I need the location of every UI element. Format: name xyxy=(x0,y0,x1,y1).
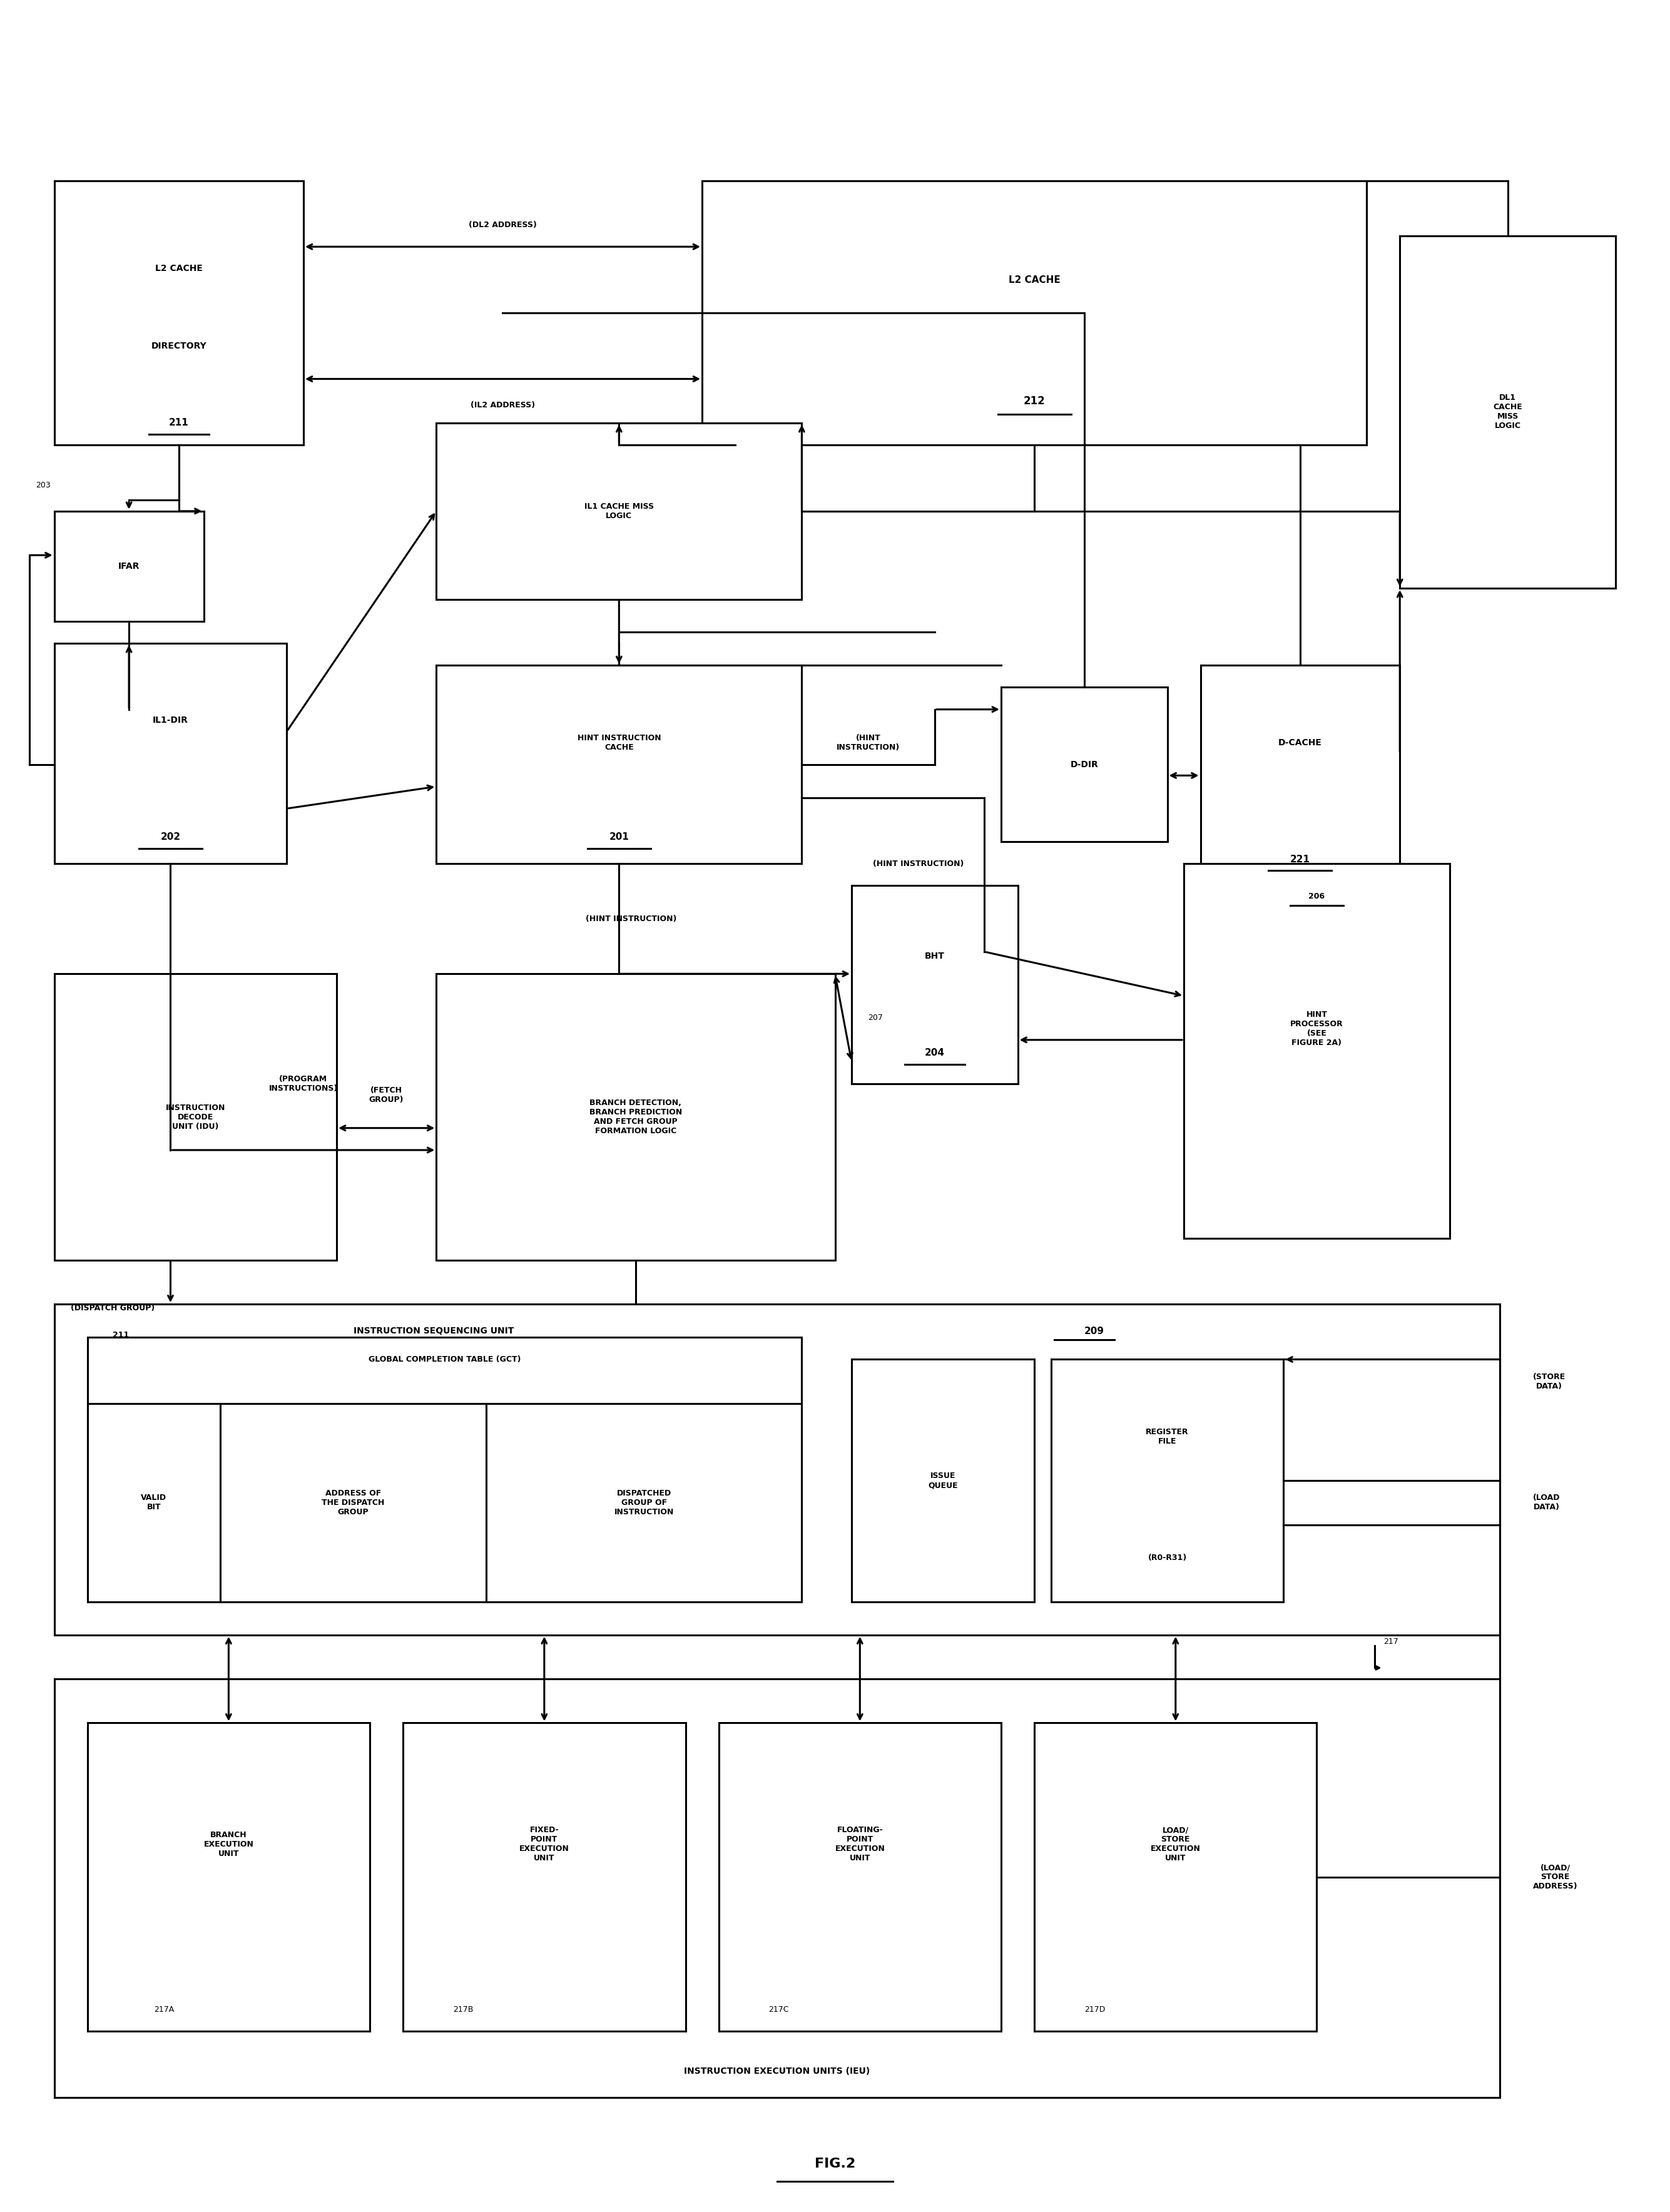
Bar xyxy=(53,973,337,1261)
Text: 203: 203 xyxy=(37,480,50,489)
Text: 207: 207 xyxy=(868,1013,883,1022)
Text: ADDRESS OF
THE DISPATCH
GROUP: ADDRESS OF THE DISPATCH GROUP xyxy=(322,1489,384,1515)
Text: L2 CACHE: L2 CACHE xyxy=(155,265,202,272)
Text: INSTRUCTION
DECODE
UNIT (IDU): INSTRUCTION DECODE UNIT (IDU) xyxy=(165,1104,225,1130)
Text: (R0-R31): (R0-R31) xyxy=(1147,1553,1187,1562)
Text: D-CACHE: D-CACHE xyxy=(1278,739,1323,748)
Text: (IL2 ADDRESS): (IL2 ADDRESS) xyxy=(471,400,534,409)
Bar xyxy=(1201,666,1399,885)
Text: (HINT INSTRUCTION): (HINT INSTRUCTION) xyxy=(586,914,676,922)
Text: DISPATCHED
GROUP OF
INSTRUCTION: DISPATCHED GROUP OF INSTRUCTION xyxy=(615,1489,673,1515)
Text: VALID
BIT: VALID BIT xyxy=(140,1493,167,1511)
Bar xyxy=(53,511,204,622)
Text: DIRECTORY: DIRECTORY xyxy=(150,341,207,349)
Text: (DL2 ADDRESS): (DL2 ADDRESS) xyxy=(469,221,536,228)
Bar xyxy=(220,1402,486,1601)
Text: 209: 209 xyxy=(1084,1327,1104,1336)
Text: 211: 211 xyxy=(169,418,189,427)
Text: LOAD/
STORE
EXECUTION
UNIT: LOAD/ STORE EXECUTION UNIT xyxy=(1151,1825,1201,1863)
Text: (HINT
INSTRUCTION): (HINT INSTRUCTION) xyxy=(837,734,900,752)
Bar xyxy=(1034,1723,1316,2031)
Text: INSTRUCTION SEQUENCING UNIT: INSTRUCTION SEQUENCING UNIT xyxy=(354,1327,514,1336)
Text: 212: 212 xyxy=(1024,396,1045,407)
Bar xyxy=(1399,237,1617,588)
Text: BRANCH
EXECUTION
UNIT: BRANCH EXECUTION UNIT xyxy=(204,1832,254,1858)
Text: GLOBAL COMPLETION TABLE (GCT): GLOBAL COMPLETION TABLE (GCT) xyxy=(369,1356,521,1363)
Text: IL1 CACHE MISS
LOGIC: IL1 CACHE MISS LOGIC xyxy=(584,502,653,520)
Text: 201: 201 xyxy=(610,832,630,843)
Text: FIG.2: FIG.2 xyxy=(815,2157,855,2170)
Bar xyxy=(402,1723,685,2031)
Bar xyxy=(1000,688,1167,841)
Text: FIXED-
POINT
EXECUTION
UNIT: FIXED- POINT EXECUTION UNIT xyxy=(519,1825,569,1863)
Text: 221: 221 xyxy=(1291,854,1311,865)
Text: IFAR: IFAR xyxy=(119,562,140,571)
Text: (HINT INSTRUCTION): (HINT INSTRUCTION) xyxy=(873,860,964,867)
Text: BRANCH DETECTION,
BRANCH PREDICTION
AND FETCH GROUP
FORMATION LOGIC: BRANCH DETECTION, BRANCH PREDICTION AND … xyxy=(590,1099,681,1135)
Bar xyxy=(852,1360,1034,1601)
Text: D-DIR: D-DIR xyxy=(1070,761,1099,770)
Bar xyxy=(87,1338,802,1601)
Bar xyxy=(718,1723,1000,2031)
Bar xyxy=(852,885,1017,1084)
Bar xyxy=(53,1305,1500,1635)
Text: L2 CACHE: L2 CACHE xyxy=(1009,274,1060,285)
Bar xyxy=(87,1402,220,1601)
Text: 217A: 217A xyxy=(154,2006,174,2013)
Text: 202: 202 xyxy=(160,832,180,843)
Bar xyxy=(1184,863,1450,1239)
Bar xyxy=(701,181,1366,445)
Text: INSTRUCTION EXECUTION UNITS (IEU): INSTRUCTION EXECUTION UNITS (IEU) xyxy=(683,2066,870,2075)
Bar xyxy=(1050,1360,1284,1601)
Text: 217: 217 xyxy=(1383,1637,1398,1646)
Text: DL1
CACHE
MISS
LOGIC: DL1 CACHE MISS LOGIC xyxy=(1493,394,1523,429)
Bar xyxy=(436,973,835,1261)
Text: (FETCH
GROUP): (FETCH GROUP) xyxy=(369,1086,404,1104)
Text: 204: 204 xyxy=(925,1048,945,1057)
Text: 217D: 217D xyxy=(1084,2006,1106,2013)
Text: (STORE
DATA): (STORE DATA) xyxy=(1533,1374,1565,1389)
Text: IL1-DIR: IL1-DIR xyxy=(152,717,189,726)
Text: 211: 211 xyxy=(112,1332,129,1338)
Bar xyxy=(53,644,287,863)
Text: HINT INSTRUCTION
CACHE: HINT INSTRUCTION CACHE xyxy=(578,734,661,752)
Text: BHT: BHT xyxy=(925,951,945,960)
Text: (LOAD/
STORE
ADDRESS): (LOAD/ STORE ADDRESS) xyxy=(1533,1865,1578,1891)
Text: 206: 206 xyxy=(1309,894,1324,900)
Bar xyxy=(486,1402,802,1601)
Text: REGISTER
FILE: REGISTER FILE xyxy=(1146,1427,1189,1444)
Bar xyxy=(53,181,304,445)
Text: (DISPATCH GROUP): (DISPATCH GROUP) xyxy=(70,1305,155,1312)
Text: (LOAD
DATA): (LOAD DATA) xyxy=(1533,1493,1560,1511)
Text: 217B: 217B xyxy=(453,2006,473,2013)
Text: HINT
PROCESSOR
(SEE
FIGURE 2A): HINT PROCESSOR (SEE FIGURE 2A) xyxy=(1291,1011,1343,1046)
Bar xyxy=(87,1723,369,2031)
Text: 217C: 217C xyxy=(768,2006,788,2013)
Text: ISSUE
QUEUE: ISSUE QUEUE xyxy=(929,1471,959,1489)
Bar xyxy=(436,666,802,863)
Text: FLOATING-
POINT
EXECUTION
UNIT: FLOATING- POINT EXECUTION UNIT xyxy=(835,1825,885,1863)
Text: (PROGRAM
INSTRUCTIONS): (PROGRAM INSTRUCTIONS) xyxy=(269,1075,337,1093)
Bar xyxy=(436,422,802,599)
Bar xyxy=(53,1679,1500,2097)
